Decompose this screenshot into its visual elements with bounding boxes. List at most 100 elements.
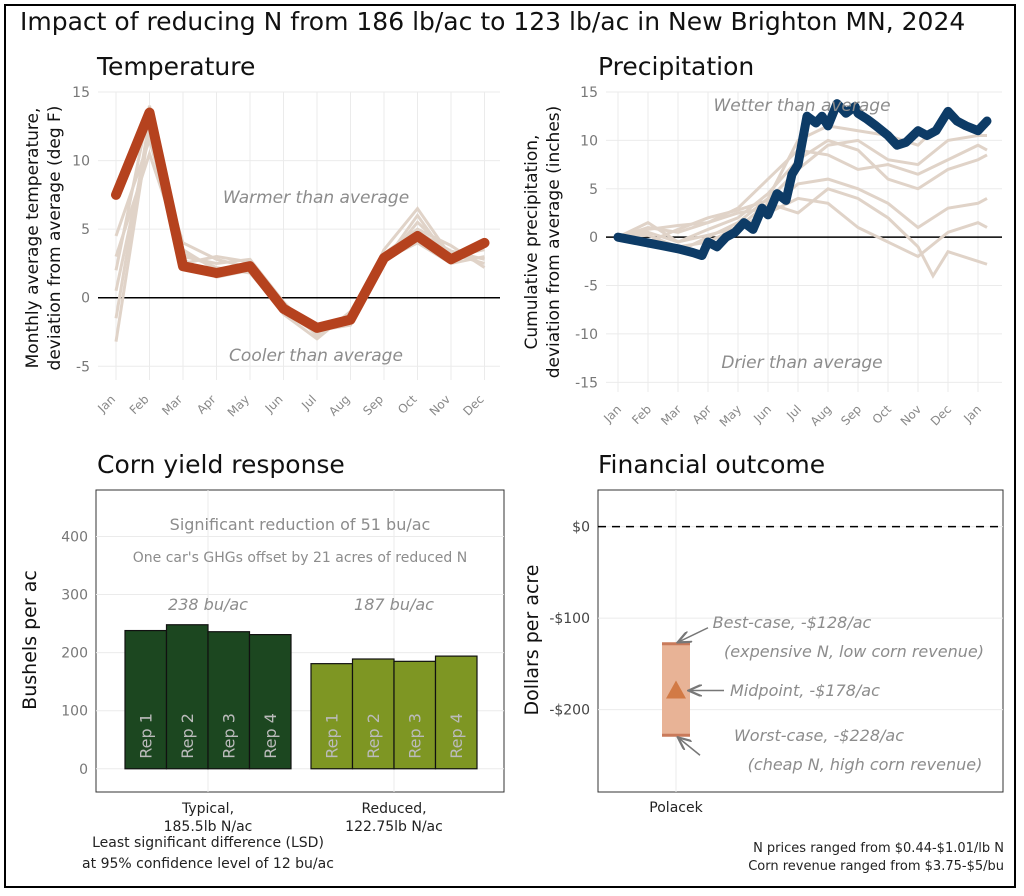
- yield-group-label-line2: 185.5lb N/ac: [164, 819, 253, 835]
- yield-ytick-label: 200: [61, 646, 88, 662]
- precipitation-panel-title: Precipitation: [598, 52, 754, 81]
- yield-ytick-label: 300: [61, 588, 88, 604]
- precipitation-2024-line: [613, 99, 992, 261]
- yield-bar: [393, 660, 437, 770]
- yield-bar: [310, 663, 354, 770]
- temperature-ylabel: Monthly average temperature, deviation f…: [23, 106, 65, 371]
- temperature-xtick-label: Dec: [460, 392, 486, 418]
- yield-subheadline: One car's GHGs offset by 21 acres of red…: [133, 550, 467, 566]
- yield-mean-label: 238 bu/ac: [168, 595, 248, 614]
- yield-mean-label: 187 bu/ac: [354, 595, 434, 614]
- precipitation-ytick-label: 15: [580, 85, 598, 101]
- yield-ytick-label: 0: [79, 762, 88, 778]
- temperature-xtick-label: Feb: [127, 392, 152, 417]
- temperature-ytick-label: 5: [81, 222, 90, 238]
- financial-ytick-label: -$100: [549, 611, 590, 627]
- financial-worst-case-arrow: [679, 738, 701, 756]
- precipitation-xtick-label: May: [717, 402, 744, 429]
- precipitation-xtick-label: Feb: [629, 402, 654, 427]
- yield-bar-rep-label: Rep 2: [178, 713, 197, 759]
- precipitation-xtick-label: Aug: [808, 402, 834, 428]
- temperature-xtick-label: Aug: [326, 392, 352, 418]
- temperature-ylabel-line2: deviation from average (deg F): [45, 106, 65, 371]
- figure-title: Impact of reducing N from 186 lb/ac to 1…: [20, 7, 965, 36]
- precipitation-xtick-label: Apr: [690, 402, 715, 427]
- precipitation-plot: -15 -10 -5 0 5 10 15 Jan Feb Mar Apr May Jun Jul Aug Se…: [575, 85, 1002, 430]
- financial-ylabel: Dollars per acre: [521, 565, 543, 716]
- precipitation-xtick-label: Jun: [750, 402, 774, 426]
- temperature-xtick-label: Nov: [427, 392, 453, 418]
- temperature-xtick-label: Jun: [262, 392, 286, 416]
- financial-best-case-label: Best-case, -$128/ac: [713, 613, 872, 632]
- temperature-ylabel-line1: Monthly average temperature,: [23, 108, 43, 369]
- precipitation-xtick-label: Sep: [838, 402, 864, 428]
- yield-bar: [165, 624, 209, 770]
- financial-plot-border: [597, 489, 1004, 793]
- financial-midpoint-marker: [666, 680, 686, 699]
- yield-bar: [351, 658, 395, 770]
- precipitation-ghost-line: [617, 134, 987, 244]
- temperature-plot: -5 0 5 10 15 Jan Feb Mar Apr May Jun Jul Aug Sep Oct No…: [72, 85, 500, 420]
- precipitation-ytick-label: 0: [589, 230, 598, 246]
- financial-category-label: Polacek: [649, 800, 703, 816]
- precipitation-ytick-label: 10: [580, 133, 598, 149]
- financial-worst-case-label: Worst-case, -$228/ac: [734, 726, 904, 745]
- yield-bar-rep-label: Rep 2: [364, 713, 383, 759]
- temperature-xtick-label: Jul: [298, 392, 319, 413]
- yield-ytick-label: 400: [61, 529, 88, 545]
- precipitation-xtick-label: Oct: [870, 402, 895, 427]
- financial-ytick-label: $0: [572, 520, 590, 536]
- precipitation-ylabel: Cumulative precipitation, deviation from…: [522, 106, 564, 379]
- precipitation-xtick-label: Dec: [928, 402, 954, 428]
- precipitation-ghost-line: [617, 138, 988, 244]
- yield-bar-rep-label: Rep 1: [323, 713, 342, 759]
- yield-footnote-line1: Least significant difference (LSD): [92, 835, 324, 851]
- precipitation-ylabel-line2: deviation from average (inches): [544, 106, 564, 379]
- yield-bar-rep-label: Rep 4: [261, 713, 280, 759]
- financial-plot: $0 -$100 -$200 Polacek Best-case, -$128/ac (e…: [549, 489, 1004, 816]
- yield-bar: [248, 634, 292, 770]
- temperature-warmer-annotation: Warmer than average: [223, 188, 409, 208]
- financial-footnote-line1: N prices ranged from $0.44-$1.01/lb N: [753, 841, 1004, 856]
- yield-bar: [124, 629, 168, 770]
- temperature-2024-line: [111, 107, 490, 333]
- precipitation-ytick-label: 5: [589, 182, 598, 198]
- precipitation-ghost-line: [617, 177, 988, 239]
- precipitation-ytick-label: -5: [584, 279, 598, 295]
- figure-frame: [4, 4, 1016, 888]
- precipitation-ytick-label: -10: [575, 327, 598, 343]
- financial-ytick-label: -$200: [549, 703, 590, 719]
- yield-plot: 0 100 200 300 400 Rep 1 Rep 2 Rep 3 Rep 4 238 bu/…: [61, 489, 505, 835]
- precipitation-ylabel-line1: Cumulative precipitation,: [522, 135, 542, 350]
- yield-footnote-line2: at 95% confidence level of 12 bu/ac: [82, 856, 334, 872]
- precipitation-ghost-line: [617, 143, 988, 239]
- financial-best-case-arrow: [679, 627, 709, 642]
- precipitation-xtick-label: Jul: [783, 402, 804, 423]
- temperature-xtick-label: Oct: [395, 392, 420, 417]
- temperature-xtick-label: May: [225, 392, 252, 419]
- yield-ytick-label: 100: [61, 704, 88, 720]
- precipitation-xtick-label: Jan: [960, 402, 984, 426]
- financial-footnote-line2: Corn revenue ranged from $3.75-$5/bu: [748, 859, 1004, 874]
- precipitation-xtick-label: Mar: [658, 402, 684, 428]
- temperature-cooler-annotation: Cooler than average: [229, 346, 403, 366]
- precipitation-ghost-line: [617, 187, 988, 279]
- yield-group-label-line1: Reduced,: [361, 801, 426, 817]
- yield-bar-rep-label: Rep 3: [406, 713, 425, 759]
- yield-bar: [434, 655, 478, 770]
- financial-panel-title: Financial outcome: [598, 450, 825, 479]
- temperature-ytick-label: 0: [81, 291, 90, 307]
- precipitation-xtick-label: Nov: [898, 402, 924, 428]
- precipitation-ytick-label: -15: [575, 375, 598, 391]
- temperature-xtick-label: Sep: [360, 392, 386, 418]
- temperature-ytick-label: 15: [72, 85, 90, 101]
- yield-panel-title: Corn yield response: [97, 450, 345, 479]
- temperature-ghost-line: [114, 127, 486, 341]
- yield-bar: [207, 631, 251, 770]
- yield-bar-rep-label: Rep 3: [220, 713, 239, 759]
- yield-group-label-line1: Typical,: [181, 801, 234, 817]
- yield-ylabel: Bushels per ac: [19, 570, 41, 710]
- financial-worst-case-subtitle: (cheap N, high corn revenue): [748, 755, 983, 774]
- financial-best-case-subtitle: (expensive N, low corn revenue): [724, 642, 984, 661]
